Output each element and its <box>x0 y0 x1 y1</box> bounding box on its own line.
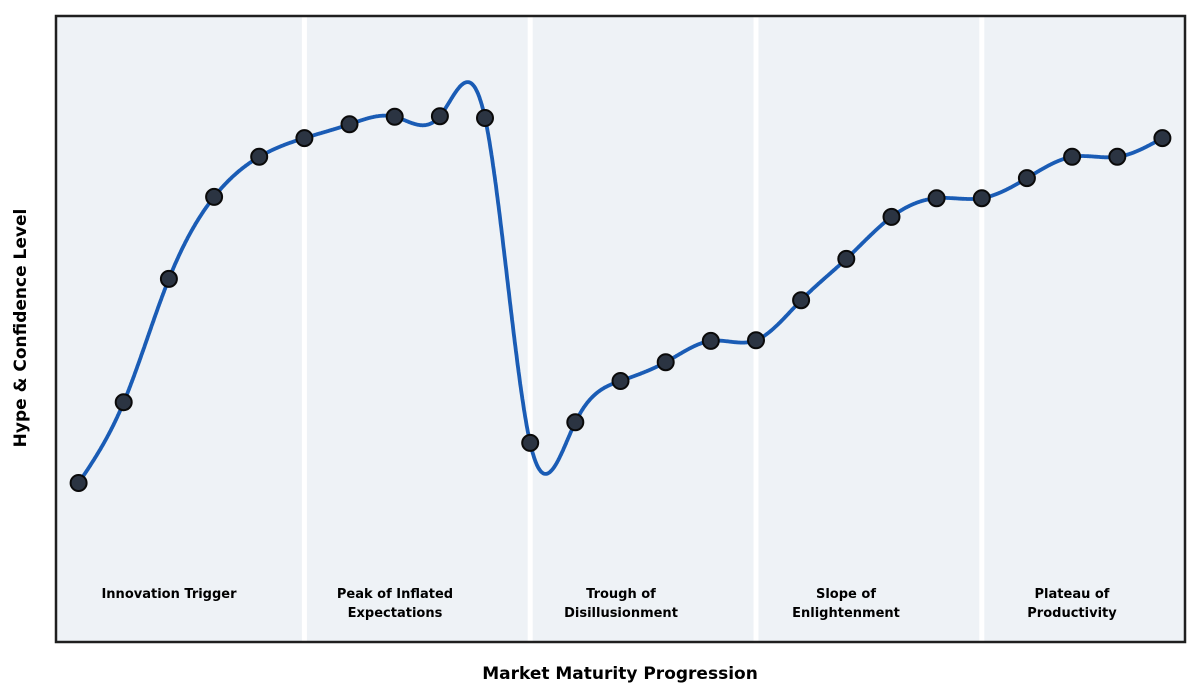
phase-label-slope-of-enlightenment: Slope of Enlightenment <box>792 587 900 621</box>
y-axis-label: Hype & Confidence Level <box>11 208 31 448</box>
data-point <box>114 393 133 412</box>
data-point <box>656 353 675 372</box>
plot-border <box>54 14 1187 644</box>
phase-label-trough-of-disillusionment: Trough of Disillusionment <box>564 587 678 621</box>
data-point <box>205 187 224 206</box>
data-point <box>1153 129 1172 148</box>
data-point <box>250 147 269 166</box>
data-point <box>385 107 404 126</box>
data-point <box>611 372 630 390</box>
data-point <box>927 189 946 208</box>
phase-bands <box>56 16 1185 642</box>
data-point <box>566 413 585 432</box>
phase-divider <box>301 16 307 642</box>
data-point-markers <box>69 107 1172 492</box>
data-point <box>340 115 359 134</box>
data-point <box>476 109 494 127</box>
phase-label-plateau-of-productivity: Plateau of Productivity <box>1027 587 1117 621</box>
phase-label-peak-of-inflated-expectations: Peak of Inflated Expectations <box>336 587 454 621</box>
data-point <box>159 269 178 288</box>
data-point <box>837 249 856 268</box>
phase-divider <box>753 16 759 642</box>
x-axis-label: Market Maturity Progression <box>482 664 758 684</box>
data-point <box>69 474 88 492</box>
data-point <box>701 331 720 350</box>
phase-divider <box>527 16 533 642</box>
phase-label-innovation-trigger: Innovation Trigger <box>101 587 237 602</box>
data-point <box>1017 169 1036 188</box>
data-point <box>747 331 765 350</box>
data-point <box>972 189 991 208</box>
data-point <box>1063 147 1082 166</box>
data-point <box>882 207 901 226</box>
data-point <box>1108 147 1127 166</box>
data-point <box>792 291 811 310</box>
data-point <box>430 107 449 126</box>
data-point <box>521 433 540 452</box>
data-point <box>295 129 314 148</box>
phase-divider <box>979 16 985 642</box>
